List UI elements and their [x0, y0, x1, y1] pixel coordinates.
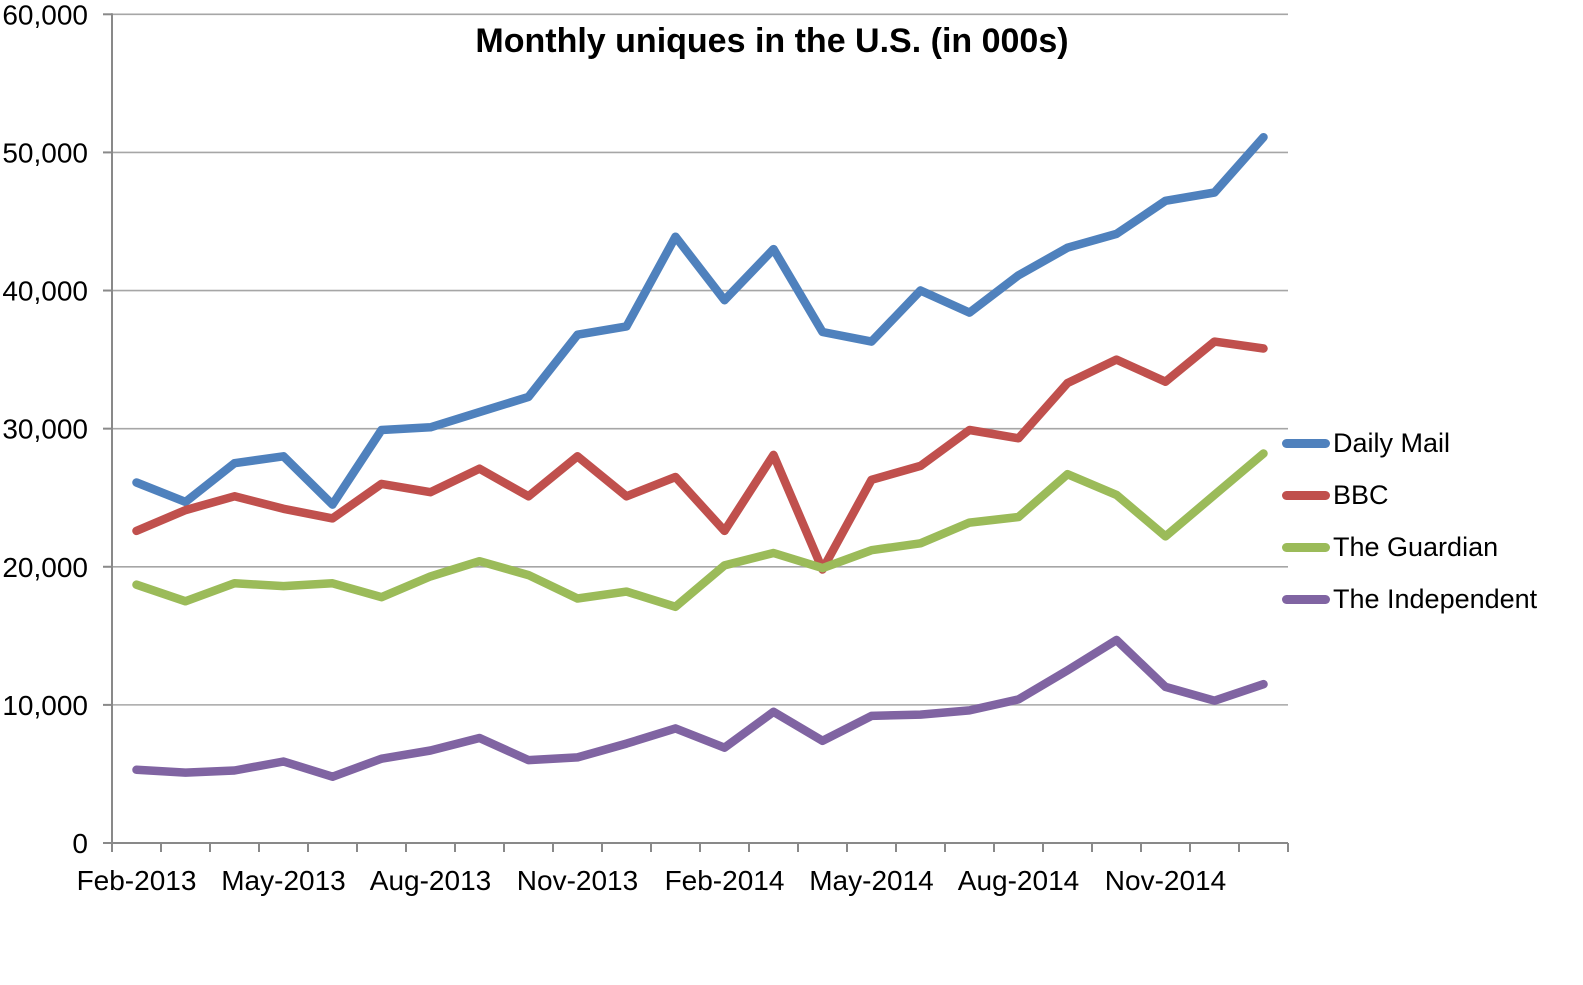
- y-axis-label: 60,000: [2, 0, 88, 30]
- x-axis-label: Aug-2013: [370, 865, 491, 896]
- legend-label: BBC: [1333, 479, 1389, 510]
- legend-swatch-the-independent: [1282, 594, 1330, 604]
- chart-title: Monthly uniques in the U.S. (in 000s): [475, 22, 1069, 60]
- legend-item-bbc: BBC: [1282, 480, 1389, 510]
- series-line-daily-mail: [132, 132, 1268, 509]
- legend-item-the-guardian: The Guardian: [1282, 532, 1498, 562]
- legend-item-the-independent: The Independent: [1282, 584, 1537, 614]
- x-axis-label: May-2014: [809, 865, 934, 896]
- y-axis-label: 10,000: [2, 690, 88, 721]
- series-line-bbc: [132, 337, 1268, 574]
- y-axis-label: 40,000: [2, 276, 88, 307]
- series-line-the-guardian: [132, 449, 1268, 612]
- x-axis-label: May-2013: [221, 865, 346, 896]
- x-axis-label: Nov-2014: [1105, 865, 1226, 896]
- y-axis-label: 30,000: [2, 414, 88, 445]
- legend-swatch-daily-mail: [1282, 438, 1330, 448]
- legend-label: The Independent: [1333, 583, 1538, 614]
- y-axis-label: 50,000: [2, 137, 88, 168]
- legend-label: Daily Mail: [1333, 427, 1451, 458]
- x-axis-label: Aug-2014: [958, 865, 1079, 896]
- legend-swatch-bbc: [1282, 490, 1330, 500]
- y-axis-label: 0: [72, 828, 88, 859]
- x-axis-label: Feb-2014: [665, 865, 785, 896]
- legend-item-daily-mail: Daily Mail: [1282, 428, 1450, 458]
- y-axis-label: 20,000: [2, 552, 88, 583]
- x-axis-label: Nov-2013: [517, 865, 638, 896]
- legend-swatch-the-guardian: [1282, 542, 1330, 552]
- legend-label: The Guardian: [1333, 531, 1499, 562]
- x-axis-label: Feb-2013: [77, 865, 197, 896]
- series-line-the-independent: [132, 635, 1268, 781]
